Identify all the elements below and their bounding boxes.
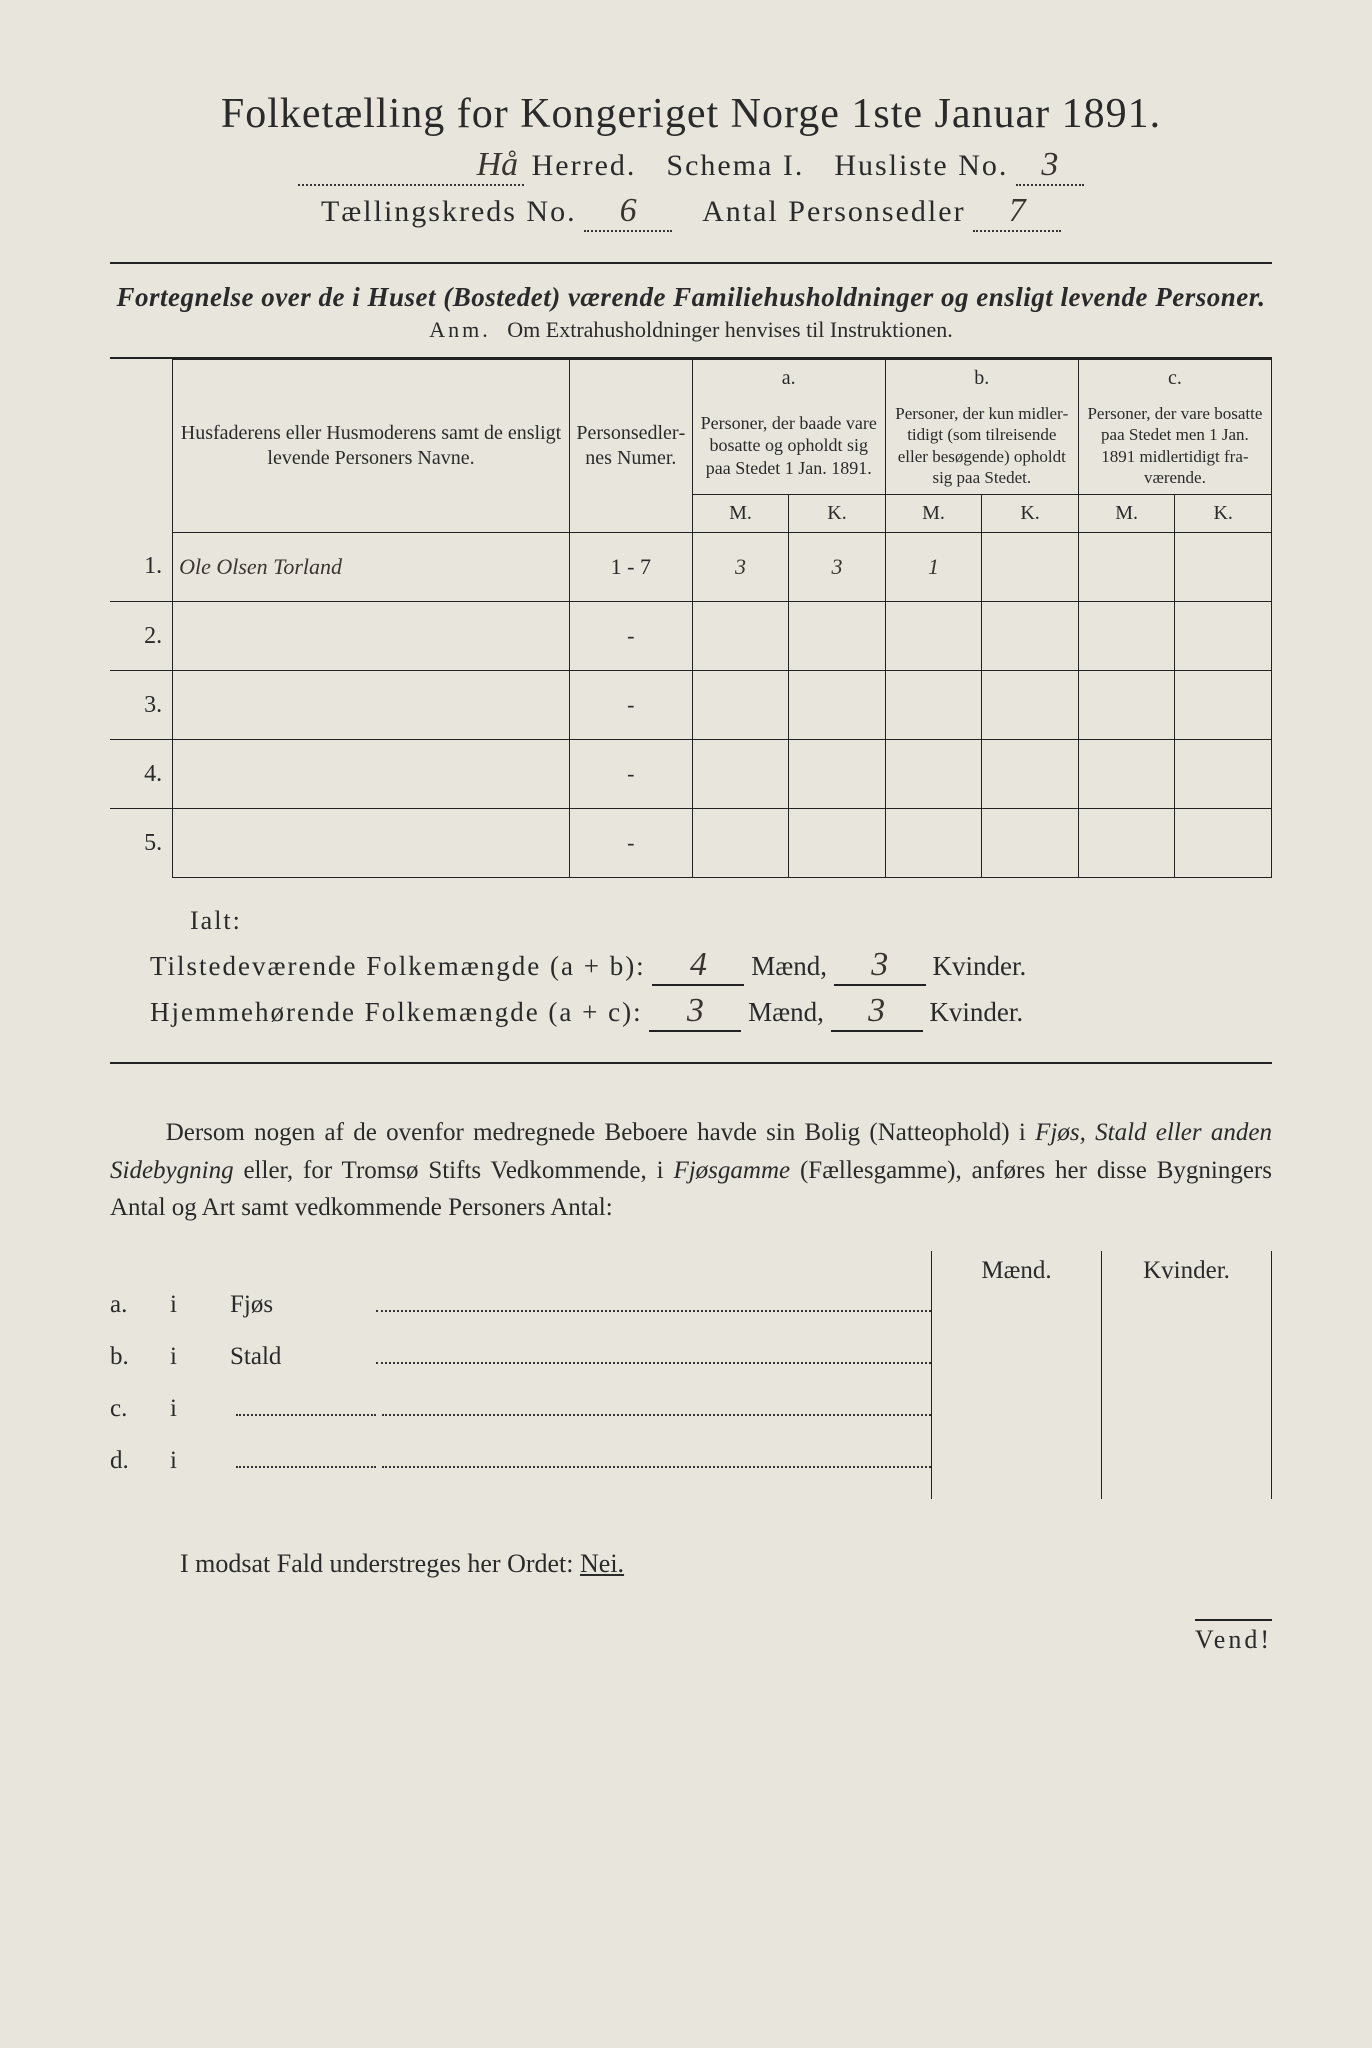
row-nums: -	[569, 809, 692, 878]
dotted-fill	[236, 1448, 376, 1468]
antal-label: Antal Personsedler	[702, 195, 965, 228]
row-b-m: 1	[885, 533, 982, 602]
row-name	[173, 602, 570, 671]
husliste-label: Husliste No.	[834, 149, 1008, 182]
antal-value: 7	[973, 192, 1061, 232]
table-row: 4. -	[110, 740, 1272, 809]
row-number: 5.	[110, 809, 173, 878]
row-number: 2.	[110, 602, 173, 671]
dotted-fill	[376, 1292, 931, 1312]
hjemme-line: Hjemmehørende Folkemængde (a + c): 3 Mæn…	[150, 992, 1272, 1032]
nei-line: I modsat Fald understreges her Ordet: Ne…	[180, 1549, 1272, 1579]
dotted-fill	[236, 1396, 376, 1416]
col-c-header: Personer, der vare bosatte paa Stedet me…	[1078, 397, 1271, 495]
census-table: Husfaderens eller Husmode­rens samt de e…	[110, 359, 1272, 878]
col-nums-header: Person­sedler­nes Numer.	[569, 360, 692, 533]
dotted-fill	[382, 1448, 931, 1468]
hjemme-label: Hjemmehørende Folkemængde (a + c):	[150, 997, 643, 1027]
row-number: 4.	[110, 740, 173, 809]
col-c-top: c.	[1078, 360, 1271, 398]
row-number: 1.	[110, 533, 173, 602]
census-form-page: Folketælling for Kongeriget Norge 1ste J…	[0, 0, 1372, 1639]
vend-label: Vend!	[1195, 1619, 1272, 1655]
hjemme-m: 3	[649, 992, 741, 1032]
lower-row: a. i Fjøs	[110, 1291, 931, 1343]
nei-word: Nei.	[580, 1549, 624, 1578]
col-b-top: b.	[885, 360, 1078, 398]
kvinder-label: Kvinder.	[929, 997, 1023, 1027]
row-nums: -	[569, 602, 692, 671]
dotted-fill	[382, 1396, 931, 1416]
row-a-m: 3	[692, 533, 789, 602]
table-row: 1. Ole Olsen Torland 1 - 7 3 3 1	[110, 533, 1272, 602]
row-nums: -	[569, 671, 692, 740]
row-name	[173, 809, 570, 878]
tilstede-line: Tilstedeværende Folkemængde (a + b): 4 M…	[150, 946, 1272, 986]
side-building-paragraph: Dersom nogen af de ovenfor medregnede Be…	[110, 1114, 1272, 1227]
anm-line: Anm. Om Extrahusholdninger henvises til …	[110, 317, 1272, 343]
col-c-m: M.	[1078, 495, 1175, 533]
col-name-header: Husfaderens eller Husmode­rens samt de e…	[173, 360, 570, 533]
lower-row: c. i	[110, 1395, 931, 1447]
schema-label: Schema I.	[666, 149, 804, 182]
header-line-2: Tællingskreds No. 6 Antal Personsedler 7	[110, 192, 1272, 232]
col-a-m: M.	[692, 495, 789, 533]
tkreds-value: 6	[584, 192, 672, 232]
maend-label: Mænd,	[751, 951, 827, 981]
col-a-header: Personer, der baade vare bo­satte og oph…	[692, 397, 885, 495]
divider-3	[110, 1062, 1272, 1064]
table-row: 2. -	[110, 602, 1272, 671]
fortegnelse-heading: Fortegnelse over de i Huset (Bostedet) v…	[110, 282, 1272, 313]
herred-value: Hå	[298, 146, 524, 186]
row-c-k	[1175, 533, 1272, 602]
lower-kvinder-col: Kvinder.	[1102, 1251, 1272, 1499]
row-nums: 1 - 7	[569, 533, 692, 602]
lower-section: a. i Fjøs b. i Stald c. i d. i	[110, 1251, 1272, 1499]
col-b-k: K.	[982, 495, 1079, 533]
ialt-label: Ialt:	[190, 906, 1272, 936]
husliste-value: 3	[1016, 146, 1084, 186]
lower-maend-col: Mænd.	[932, 1251, 1102, 1499]
maend-label: Mænd,	[748, 997, 824, 1027]
table-row: 5. -	[110, 809, 1272, 878]
col-a-top: a.	[692, 360, 885, 398]
row-nums: -	[569, 740, 692, 809]
kvinder-label: Kvinder.	[932, 951, 1026, 981]
herred-label: Herred.	[532, 149, 637, 182]
header-line-1: Hå Herred. Schema I. Husliste No. 3	[110, 146, 1272, 186]
lower-left: a. i Fjøs b. i Stald c. i d. i	[110, 1251, 931, 1499]
row-a-k: 3	[789, 533, 886, 602]
table-row: 3. -	[110, 671, 1272, 740]
lower-row: d. i	[110, 1447, 931, 1499]
page-title: Folketælling for Kongeriget Norge 1ste J…	[110, 90, 1272, 138]
tilstede-m: 4	[652, 946, 744, 986]
hjemme-k: 3	[831, 992, 923, 1032]
divider-1	[110, 262, 1272, 264]
row-name: Ole Olsen Torland	[173, 533, 570, 602]
tilstede-label: Tilstedeværende Folkemængde (a + b):	[150, 951, 646, 981]
col-b-m: M.	[885, 495, 982, 533]
row-name	[173, 740, 570, 809]
row-number: 3.	[110, 671, 173, 740]
col-a-k: K.	[789, 495, 886, 533]
tilstede-k: 3	[834, 946, 926, 986]
row-c-m	[1078, 533, 1175, 602]
dotted-fill	[376, 1344, 931, 1364]
col-b-header: Personer, der kun midler­tidigt (som til…	[885, 397, 1078, 495]
lower-row: b. i Stald	[110, 1343, 931, 1395]
tkreds-label: Tællingskreds No.	[321, 195, 577, 228]
row-b-k	[982, 533, 1079, 602]
col-c-k: K.	[1175, 495, 1272, 533]
row-name	[173, 671, 570, 740]
lower-right-columns: Mænd. Kvinder.	[931, 1251, 1272, 1499]
anm-text: Om Extrahusholdninger henvises til Instr…	[507, 317, 952, 342]
anm-label: Anm.	[429, 317, 491, 342]
